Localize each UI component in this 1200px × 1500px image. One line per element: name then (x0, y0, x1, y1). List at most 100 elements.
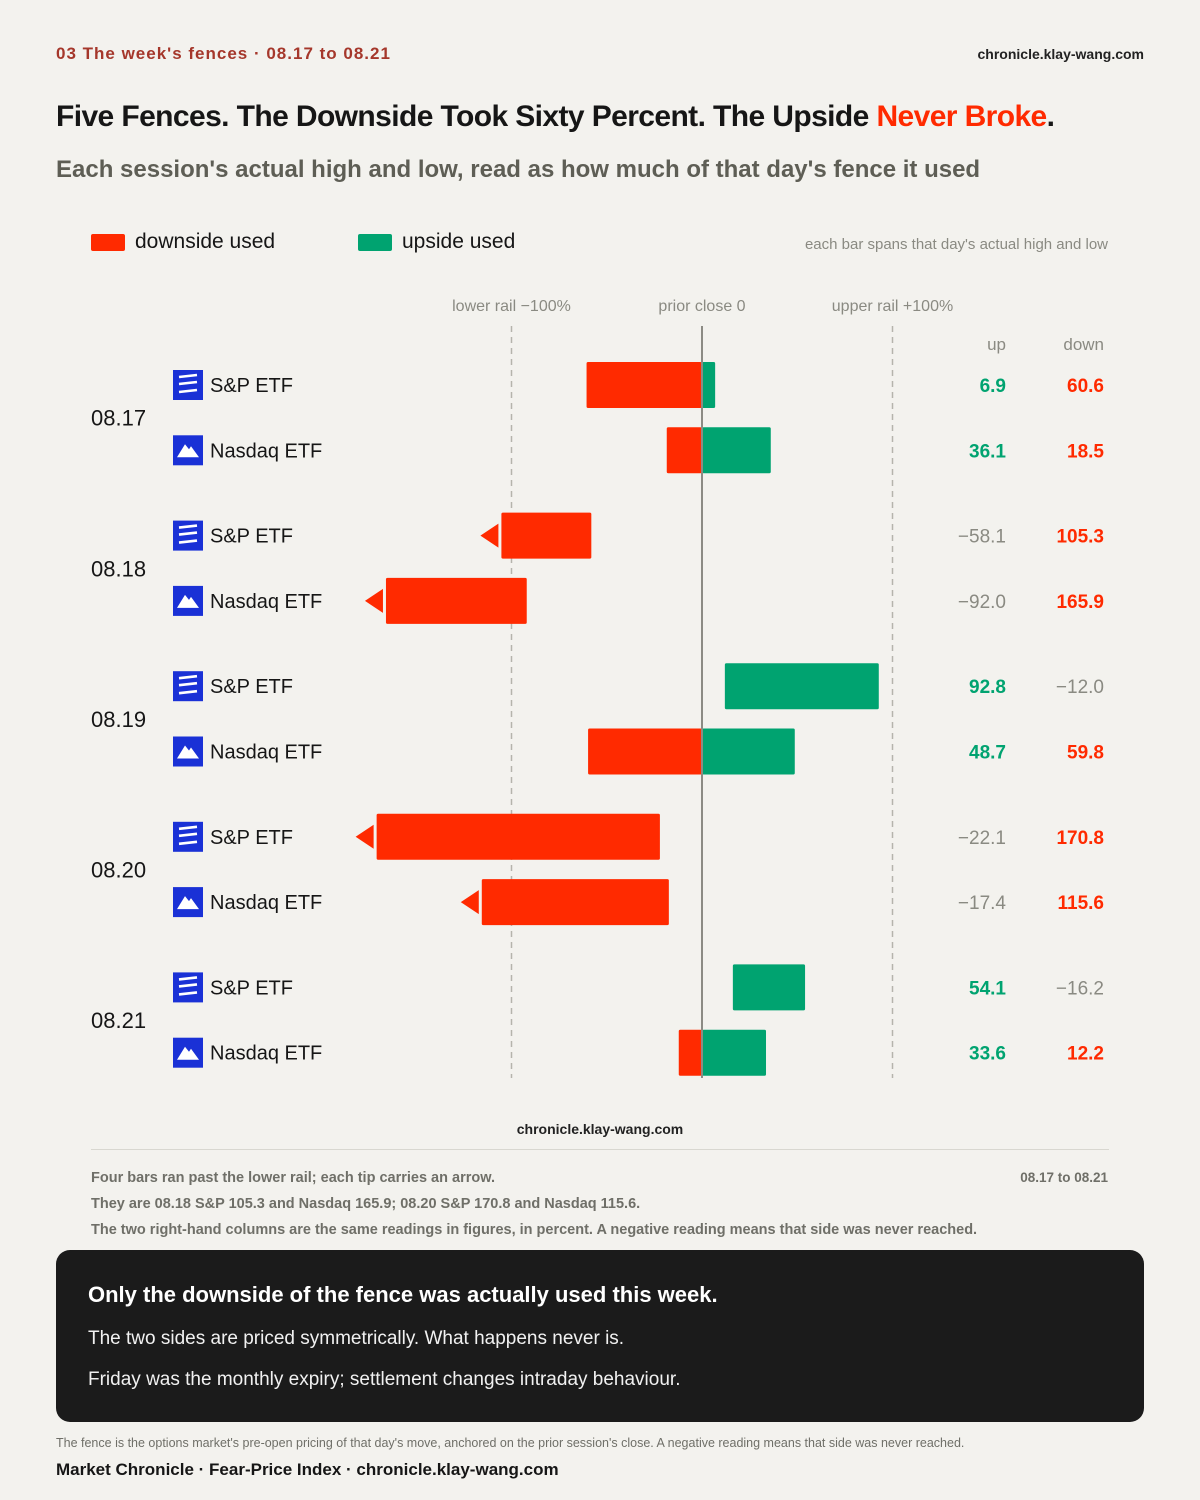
upside-bar (702, 1029, 767, 1076)
sp-logo-icon (173, 972, 203, 1003)
upside-bar (702, 362, 716, 408)
upside-bar (702, 728, 795, 775)
upside-bar (702, 427, 771, 474)
overflow-arrow (480, 523, 499, 548)
nasdaq-logo-mountain (177, 745, 199, 759)
downside-bar (678, 1029, 702, 1076)
down-value: −12.0 (1056, 677, 1104, 698)
etf-name: S&P ETF (210, 526, 293, 548)
upside-bar (724, 663, 879, 710)
downside-swatch (91, 233, 125, 251)
sp-logo-stripes (178, 674, 198, 695)
legend-upside-label: upside used (402, 230, 516, 253)
up-value: 36.1 (969, 441, 1006, 462)
etf-name: Nasdaq ETF (210, 591, 322, 613)
up-value: 54.1 (969, 978, 1006, 999)
site-url-top[interactable]: chronicle.klay-wang.com (977, 46, 1145, 62)
legend-note: each bar spans that day's actual high an… (804, 236, 1108, 253)
down-value: 170.8 (1056, 828, 1104, 849)
upside-swatch (358, 233, 392, 251)
sp-logo-stripes (178, 524, 198, 544)
up-value: 92.8 (969, 677, 1006, 698)
upper-rail-label: upper rail +100% (832, 298, 953, 315)
takeaway-callout: Only the downside of the fence was actua… (56, 1250, 1144, 1422)
down-value: 105.3 (1056, 527, 1104, 548)
upside-bar (732, 964, 806, 1011)
up-value: 6.9 (980, 376, 1006, 397)
downside-bar (385, 577, 527, 624)
up-value: −58.1 (958, 527, 1006, 548)
nasdaq-logo-mountain (177, 444, 199, 458)
headline-accent: Never Broke (876, 100, 1047, 133)
downside-bar (481, 879, 669, 926)
up-value: −92.0 (958, 592, 1006, 613)
down-value: 18.5 (1067, 441, 1104, 462)
headline-end: . (1046, 100, 1055, 133)
headline-main: Five Fences. The Downside Took Sixty Per… (56, 100, 877, 133)
nasdaq-logo-mountain (177, 1046, 199, 1060)
session-date: 08.20 (91, 857, 146, 882)
etf-name: Nasdaq ETF (210, 742, 322, 764)
session-date: 08.17 (91, 406, 146, 431)
down-value: 165.9 (1056, 592, 1104, 613)
legend-downside-label: downside used (135, 230, 276, 253)
column-header-down: down (1063, 335, 1104, 354)
subtitle: Each session's actual high and low, read… (56, 156, 981, 183)
down-value: 12.2 (1067, 1044, 1104, 1065)
sp-logo-icon (173, 671, 203, 702)
fence-usage-chart: lower rail −100% prior close 0 upper rail … (91, 298, 1105, 1078)
footer-note-1: Four bars ran past the lower rail; each … (91, 1170, 495, 1186)
sp-logo-icon (173, 821, 203, 852)
down-value: 60.6 (1067, 376, 1104, 397)
down-value: 115.6 (1058, 893, 1105, 914)
etf-name: S&P ETF (210, 676, 293, 698)
legend-upside: upside used (358, 230, 515, 254)
footer-date-range: 08.17 to 08.21 (1020, 1170, 1108, 1185)
chart-footer-site[interactable]: chronicle.klay-wang.com (516, 1121, 684, 1137)
session-date: 08.21 (91, 1008, 146, 1033)
footer-note-3: The two right-hand columns are the same … (91, 1222, 978, 1238)
up-value: −17.4 (958, 893, 1007, 914)
etf-name: Nasdaq ETF (210, 1043, 322, 1065)
session-date: 08.18 (91, 556, 146, 581)
etf-name: Nasdaq ETF (210, 440, 322, 462)
overflow-arrow (364, 588, 383, 613)
prior-close-label: prior close 0 (658, 298, 745, 315)
downside-bar (666, 427, 702, 474)
etf-name: S&P ETF (210, 977, 293, 999)
downside-bar (586, 362, 702, 408)
downside-bar (501, 512, 592, 559)
up-value: 33.6 (969, 1044, 1006, 1065)
column-header-up: up (987, 335, 1006, 354)
downside-bar (588, 728, 702, 775)
down-value: −16.2 (1056, 978, 1104, 999)
callout-line-2: Friday was the monthly expiry; settlemen… (88, 1369, 681, 1390)
callout-title: Only the downside of the fence was actua… (88, 1282, 718, 1307)
sp-logo-stripes (178, 373, 198, 394)
legend-downside: downside used (91, 230, 275, 254)
up-value: 48.7 (969, 743, 1006, 764)
callout-line-1: The two sides are priced symmetrically. … (88, 1328, 625, 1349)
sp-logo-icon (173, 520, 203, 551)
nasdaq-logo-mountain (177, 896, 199, 910)
section-kicker: 03 The week's fences · 08.17 to 08.21 (56, 44, 391, 63)
etf-name: S&P ETF (210, 827, 293, 849)
session-date: 08.19 (91, 707, 146, 732)
methodology-note: The fence is the options market's pre-op… (56, 1436, 965, 1450)
up-value: −22.1 (958, 828, 1006, 849)
sp-logo-stripes (178, 976, 198, 996)
footer-divider (91, 1149, 1109, 1150)
brand-line: Market Chronicle · Fear-Price Index · ch… (56, 1460, 559, 1479)
footer-note-2: They are 08.18 S&P 105.3 and Nasdaq 165.… (91, 1196, 641, 1212)
overflow-arrow (460, 890, 479, 915)
down-value: 59.8 (1067, 743, 1104, 764)
sp-logo-icon (173, 370, 203, 400)
lower-rail-label: lower rail −100% (452, 298, 571, 315)
etf-name: S&P ETF (210, 375, 293, 397)
etf-name: Nasdaq ETF (210, 892, 322, 914)
overflow-arrow (355, 824, 374, 849)
headline: Five Fences. The Downside Took Sixty Per… (56, 100, 1055, 134)
nasdaq-logo-mountain (177, 594, 199, 608)
downside-bar (376, 813, 660, 860)
sp-logo-stripes (178, 825, 198, 846)
